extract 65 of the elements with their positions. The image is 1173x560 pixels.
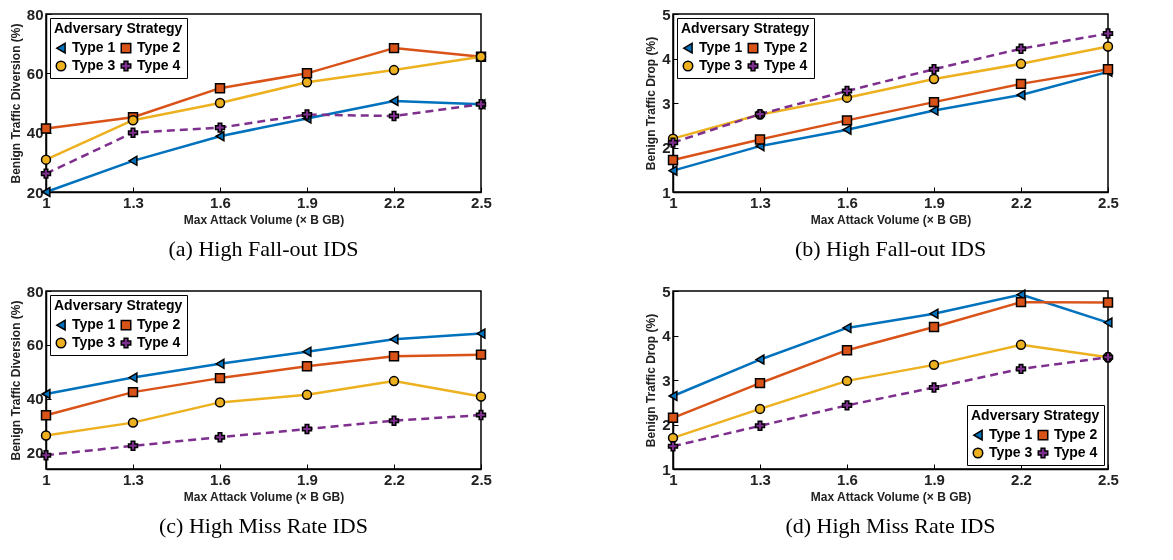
legend-label: Type 1 [989, 426, 1033, 443]
legend-label: Type 2 [137, 39, 181, 56]
x-tick-label: 1.6 [837, 193, 858, 211]
legend-label: Type 3 [699, 57, 743, 73]
x-tick-label: 2.2 [1011, 193, 1032, 211]
text: (c) High Miss Rate IDS [159, 513, 368, 538]
x-tick-label: 1.9 [297, 193, 318, 211]
legend-label: Type 3 [72, 57, 116, 73]
legend-title: Adversary Strategy [54, 20, 183, 36]
legend-label: Type 4 [137, 57, 181, 73]
x-axis-title: Max Attack Volume (× B GB) [183, 212, 345, 227]
x-tick-label: 1.9 [924, 193, 945, 211]
x-tick-label: 1.3 [123, 193, 144, 211]
y-tick-label: 4 [662, 327, 672, 344]
legend-title: Adversary Strategy [54, 297, 183, 313]
legend-label: Type 1 [699, 39, 743, 56]
x-axis-title: Max Attack Volume (× B GB) [810, 212, 972, 227]
y-tick-label: 60 [26, 64, 44, 82]
legend-label: Type 1 [72, 39, 116, 56]
y-tick-label: 3 [662, 371, 671, 389]
x-tick-label: 1.3 [750, 470, 771, 488]
y-tick-label: 4 [662, 50, 672, 67]
y-axis-title: Benign Traffic Diversion (%) [8, 23, 23, 184]
legend-label: Type 4 [764, 57, 808, 73]
y-tick-label: 80 [26, 5, 44, 23]
y-tick-label: 60 [26, 336, 44, 354]
x-tick-label: 2.5 [471, 193, 492, 211]
x-tick-label: 1.3 [750, 193, 771, 211]
x-tick-label: 1.6 [210, 193, 231, 211]
x-tick-label: 2.5 [471, 470, 492, 488]
legend-label: Type 3 [989, 444, 1033, 460]
x-axis-title: Max Attack Volume (× B GB) [810, 489, 972, 504]
y-tick-label: 5 [662, 5, 671, 23]
text: (d) High Miss Rate IDS [785, 513, 996, 538]
y-axis-title: Benign Traffic Drop (%) [644, 36, 659, 171]
x-axis-title: Max Attack Volume (× B GB) [183, 489, 345, 504]
legend-label: Type 1 [72, 316, 116, 333]
y-axis-title: Benign Traffic Drop (%) [644, 313, 659, 448]
y-tick-label: 80 [26, 282, 44, 300]
legend-title: Adversary Strategy [681, 20, 810, 36]
x-tick-label: 2.2 [1011, 470, 1032, 488]
x-tick-label: 2.2 [384, 193, 405, 211]
text: (b) High Fall-out IDS [794, 236, 987, 261]
legend-label: Type 2 [1054, 426, 1098, 443]
legend-label: Type 3 [72, 334, 116, 350]
text: (a) High Fall-out IDS [168, 236, 359, 261]
x-tick-label: 1.9 [297, 470, 318, 488]
legend-label: Type 2 [764, 39, 808, 56]
y-axis-title: Benign Traffic Diversion (%) [8, 300, 23, 461]
x-tick-label: 1.6 [837, 470, 858, 488]
y-tick-label: 40 [26, 390, 44, 408]
x-tick-label: 1.9 [924, 470, 945, 488]
legend-title: Adversary Strategy [971, 407, 1100, 423]
x-tick-label: 2.2 [384, 470, 405, 488]
y-tick-label: 2 [662, 139, 671, 156]
legend-label: Type 2 [137, 316, 181, 333]
y-tick-label: 20 [26, 183, 44, 201]
legend-label: Type 4 [137, 334, 181, 350]
legend-label: Type 4 [1054, 444, 1098, 460]
x-tick-label: 2.5 [1098, 470, 1119, 488]
y-tick-label: 5 [662, 282, 671, 300]
x-tick-label: 2.5 [1098, 193, 1119, 211]
y-tick-label: 3 [662, 94, 671, 112]
x-tick-label: 1.6 [210, 470, 231, 488]
x-tick-label: 1.3 [123, 470, 144, 488]
